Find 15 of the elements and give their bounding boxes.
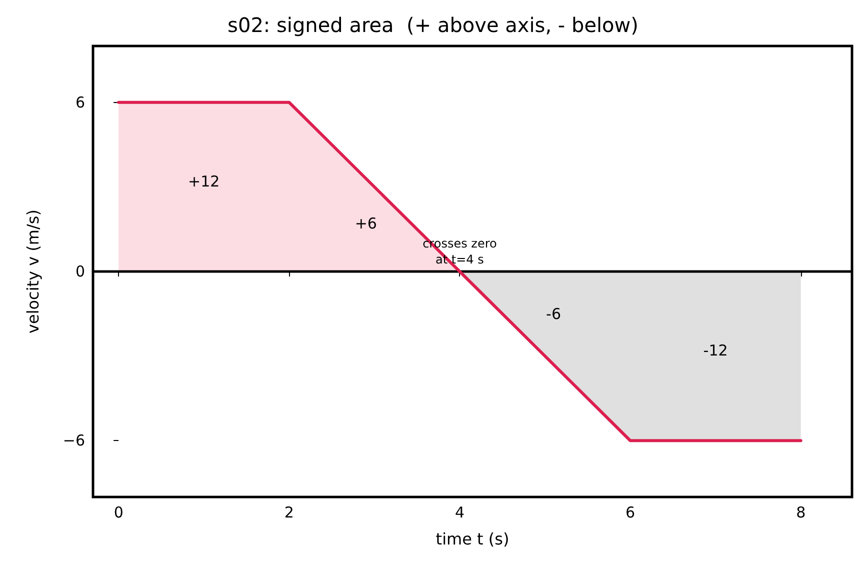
x-axis-title: time t (s) [436,530,510,548]
chart-title: s02: signed area (+ above axis, - below) [228,13,638,37]
x-tick-label: 2 [284,504,294,522]
y-tick-label: −6 [62,432,85,450]
y-tick-label: 0 [75,262,85,280]
x-tick-label: 4 [454,504,464,522]
annotation: -6 [546,304,561,323]
annotation: +12 [188,172,220,190]
x-tick-label: 6 [625,504,636,522]
y-axis-title: velocity v (m/s) [24,210,42,334]
y-tick-label: 6 [75,93,85,112]
annotation: -12 [703,341,728,360]
annotation: +6 [354,214,377,233]
x-tick-label: 8 [796,504,806,522]
x-tick-label: 0 [114,504,124,522]
